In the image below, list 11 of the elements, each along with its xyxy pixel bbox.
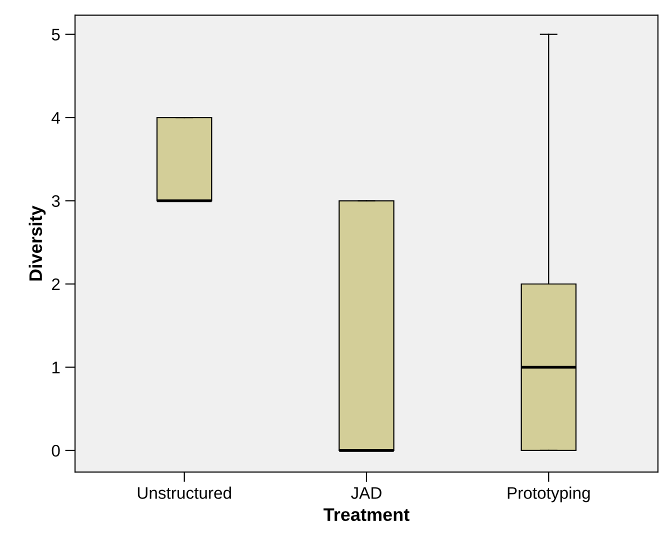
y-tick-label: 2 <box>52 278 60 290</box>
y-tick-label: 0 <box>52 444 60 457</box>
y-tick-label: 1 <box>52 362 60 374</box>
x-tick-label: Prototyping <box>508 486 590 502</box>
x-tick-label: JAD <box>351 487 382 499</box>
x-tick-label: Unstructured <box>138 486 231 499</box>
y-tick-label: 5 <box>52 28 60 41</box>
y-axis-title: Diversity <box>28 206 46 281</box>
x-axis-title: Treatment <box>324 508 410 522</box>
y-tick-label: 3 <box>52 195 60 207</box>
y-tick-label: 4 <box>52 112 60 124</box>
